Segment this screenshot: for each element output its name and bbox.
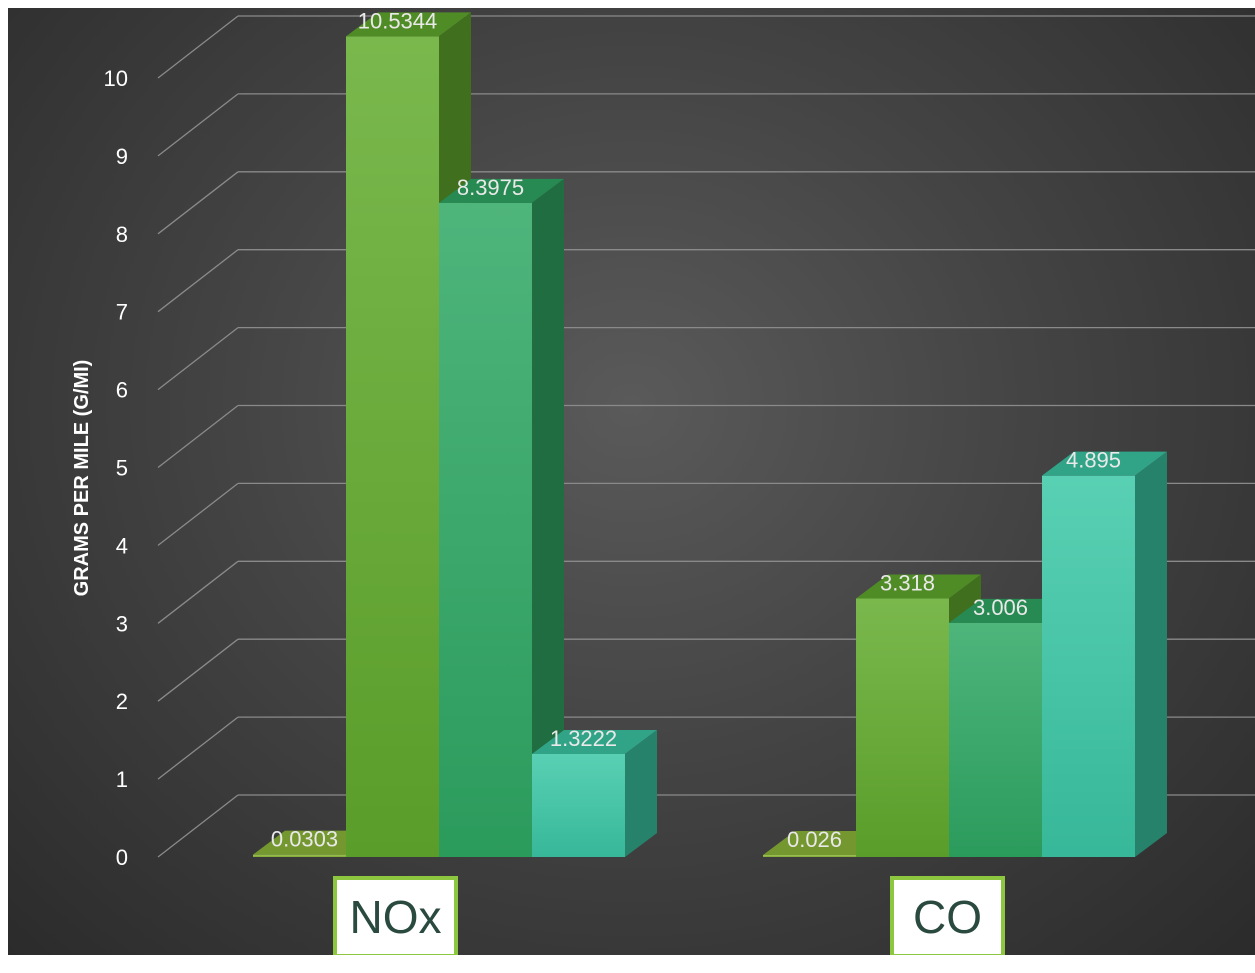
- y-tick-label: 5: [116, 456, 128, 481]
- data-label: 0.0303: [271, 827, 338, 852]
- y-tick-label: 9: [116, 144, 128, 169]
- gridline-diagonal: [157, 249, 239, 313]
- y-tick-label: 10: [104, 66, 128, 91]
- gridline-diagonal: [157, 171, 239, 235]
- data-label: 8.3975: [457, 175, 524, 200]
- bar-top-face: [439, 178, 564, 203]
- gridline-diagonal: [157, 327, 239, 391]
- gridline-diagonal: [157, 404, 239, 469]
- data-label: 4.895: [1066, 448, 1121, 473]
- y-tick-label: 3: [116, 611, 128, 636]
- bar-front-face: [253, 854, 346, 857]
- gridline-diagonal: [157, 15, 239, 79]
- chart-panel: 0 1 2 3 4 5 6 7 8 9 10 GRAMS PER MILE (G/MI) 0.030…: [8, 8, 1255, 955]
- bar-front-face: [346, 36, 439, 857]
- y-tick-label: 4: [116, 533, 128, 558]
- bar-top-face: [1042, 451, 1167, 476]
- bar-nox-3: [439, 178, 564, 858]
- category-label-co: CO: [890, 876, 1005, 955]
- category-label-nox: NOx: [333, 876, 458, 955]
- gridline-diagonal: [157, 482, 239, 546]
- bar-front-face: [439, 202, 532, 858]
- gridline-diagonal: [157, 794, 239, 858]
- y-axis-label: GRAMS PER MILE (G/MI): [71, 360, 93, 597]
- data-labels: 0.0303 10.5344 8.3975 1.3222 0.026 3.318 3.006…: [271, 8, 1121, 852]
- y-tick-label: 1: [116, 767, 128, 792]
- bar-side-face: [532, 178, 564, 858]
- data-label: 0.026: [787, 827, 842, 852]
- data-label: 1.3222: [550, 726, 617, 751]
- bar-top-face: [532, 730, 657, 755]
- bar-nox-4: [532, 730, 657, 857]
- data-label: 3.318: [880, 571, 935, 596]
- y-tick-label: 6: [116, 378, 128, 403]
- bar-top-face: [856, 574, 981, 599]
- bar-co-4: [1042, 451, 1167, 857]
- bar-front-face: [1042, 475, 1135, 857]
- gridline-diagonal: [157, 716, 239, 780]
- gridline-diagonal: [157, 93, 239, 157]
- y-axis-ticks: 0 1 2 3 4 5 6 7 8 9 10: [104, 66, 128, 870]
- bar-side-face: [1135, 451, 1167, 857]
- gridline-diagonal: [157, 560, 239, 624]
- bar-top-face: [346, 12, 471, 37]
- bar-front-face: [532, 754, 625, 857]
- bars: [253, 12, 1167, 858]
- data-label: 3.006: [973, 595, 1028, 620]
- y-tick-label: 7: [116, 300, 128, 325]
- data-label: 10.5344: [358, 8, 438, 33]
- y-tick-label: 2: [116, 689, 128, 714]
- bar-front-face: [949, 622, 1042, 857]
- bar-front-face: [856, 598, 949, 857]
- gridline-diagonal: [157, 638, 239, 702]
- bar-side-face: [625, 730, 657, 857]
- y-tick-label: 8: [116, 222, 128, 247]
- y-tick-label: 0: [116, 845, 128, 870]
- bar-front-face: [763, 854, 856, 857]
- bar-chart: 0 1 2 3 4 5 6 7 8 9 10 GRAMS PER MILE (G/MI) 0.030…: [71, 8, 1255, 870]
